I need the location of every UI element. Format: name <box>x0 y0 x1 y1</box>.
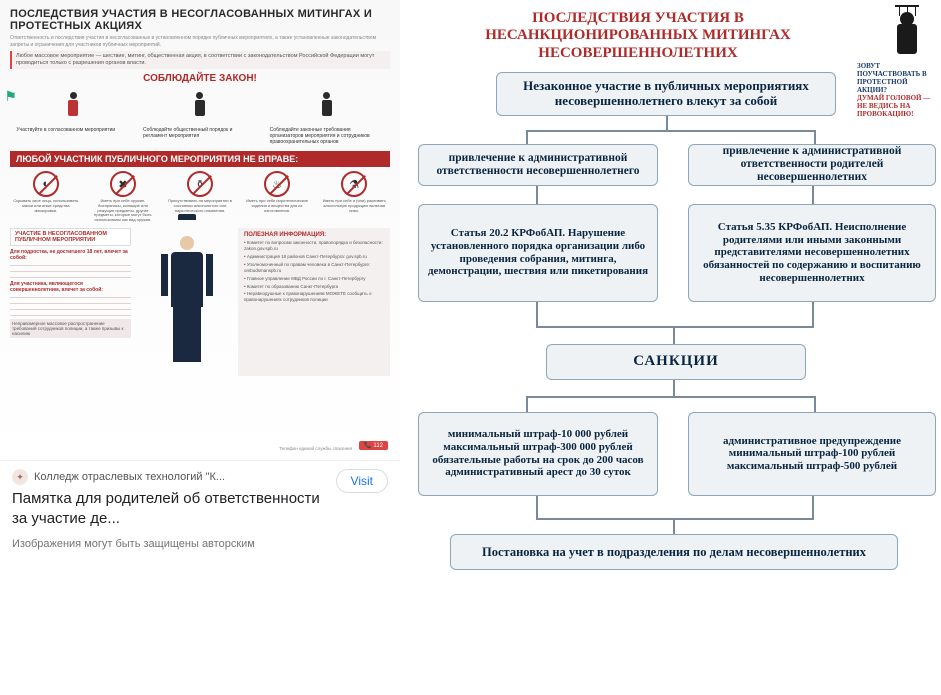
node-sanctions: САНКЦИИ <box>546 344 806 380</box>
bottom-section: УЧАСТИЕ В НЕСОГЛАСОВАННОМ ПУБЛИЧНОМ МЕРО… <box>10 228 390 376</box>
source-favicon-icon: ✦ <box>12 469 28 485</box>
flowchart: Незаконное участие в публичных мероприят… <box>406 72 935 672</box>
prohibitions-heading: ЛЮБОЙ УЧАСТНИК ПУБЛИЧНОГО МЕРОПРИЯТИЯ НЕ… <box>10 151 390 167</box>
left-poster-title: ПОСЛЕДСТВИЯ УЧАСТИЯ В НЕСОГЛАСОВАННЫХ МИ… <box>10 8 390 32</box>
prohibition-item: ♨Иметь при себе пиротехнические изделия … <box>243 171 311 222</box>
connector <box>526 130 816 132</box>
node-l1b: привлечение к административной ответстве… <box>688 144 936 186</box>
useful-bullet: Уполномоченный по правам человека в Санк… <box>244 262 384 274</box>
connector <box>536 326 814 328</box>
left-poster: ПОСЛЕДСТВИЯ УЧАСТИЯ В НЕСОГЛАСОВАННЫХ МИ… <box>0 0 400 460</box>
law-item: Соблюдайте общественный порядок и реглам… <box>143 88 257 146</box>
officer-figure <box>135 228 238 376</box>
connector <box>673 380 675 396</box>
pyro-ban-icon: ♨ <box>264 171 290 197</box>
drink-ban-icon: ⚗ <box>341 171 367 197</box>
visit-button[interactable]: Visit <box>336 469 388 493</box>
node-l3a: минимальный штраф-10 000 рублей максимал… <box>418 412 658 496</box>
connector <box>536 496 538 518</box>
connector <box>526 396 528 412</box>
mask-ban-icon: ◐ <box>33 171 59 197</box>
prohibition-item: ⚗Иметь при себе и (или) распивать алкого… <box>320 171 388 222</box>
prohibition-row: ◐Скрывать свое лицо, использовать маски … <box>10 171 390 222</box>
search-source: ✦ Колледж отраслевых технологий "К... <box>12 469 336 485</box>
prohibition-item: ◐Скрывать свое лицо, использовать маски … <box>12 171 80 222</box>
search-result-card[interactable]: Visit ✦ Колледж отраслевых технологий "К… <box>0 460 400 558</box>
left-panel: ПОСЛЕДСТВИЯ УЧАСТИЯ В НЕСОГЛАСОВАННЫХ МИ… <box>0 0 400 695</box>
node-l1a: привлечение к административной ответстве… <box>418 144 658 186</box>
connector <box>666 116 668 130</box>
source-name: Колледж отраслевых технологий "К... <box>34 471 225 483</box>
node-root: Незаконное участие в публичных мероприят… <box>496 72 836 116</box>
connector <box>814 396 816 412</box>
node-final: Постановка на учет в подразделения по де… <box>450 534 898 570</box>
connector <box>673 326 675 344</box>
useful-bullet: Администрация 18 районов Санкт-Петербург… <box>244 254 384 260</box>
adult-sub: Для участника, являющегося совершеннолет… <box>10 281 131 293</box>
useful-bullet: Комитет по вопросам законности, правопор… <box>244 240 384 252</box>
law-caption: Участвуйте в согласованном мероприятии <box>16 128 130 134</box>
left-poster-notice: Любое массовое мероприятие — шествие, ми… <box>10 51 390 69</box>
search-result-title[interactable]: Памятка для родителей об ответственности… <box>12 489 388 528</box>
connector <box>536 518 814 520</box>
useful-bullet: Неравнодушные к правонарушениям МОЖЕТЕ с… <box>244 291 384 303</box>
flowchart-title: ПОСЛЕДСТВИЯ УЧАСТИЯ В НЕСАНКЦИОНИРОВАННЫ… <box>406 10 935 62</box>
useful-bullet: Комитет по образованию Санкт-Петербурга <box>244 284 384 290</box>
useful-info-column: ПОЛЕЗНАЯ ИНФОРМАЦИЯ: Комитет по вопросам… <box>238 228 390 376</box>
connector <box>673 518 675 534</box>
useful-info-title: ПОЛЕЗНАЯ ИНФОРМАЦИЯ: <box>244 232 384 238</box>
weapon-ban-icon: ✖ <box>110 171 136 197</box>
connector <box>536 186 538 204</box>
flag-icon: ⚑ <box>4 88 17 105</box>
participation-column: УЧАСТИЕ В НЕСОГЛАСОВАННОМ ПУБЛИЧНОМ МЕРО… <box>10 228 135 376</box>
tel-badge: 📞 112 <box>359 441 388 450</box>
law-item: ⚑ Участвуйте в согласованном мероприятии <box>16 88 130 146</box>
minor-sub: Для подростка, не достигшего 18 лет, вле… <box>10 249 131 261</box>
node-l2a: Статья 20.2 КРФобАП. Нарушение установле… <box>418 204 658 302</box>
connector <box>812 302 814 326</box>
connector <box>536 302 538 326</box>
law-caption: Соблюдайте общественный порядок и реглам… <box>143 128 257 140</box>
prohibition-item: ⚱Присутствовать на мероприятии в состоян… <box>166 171 234 222</box>
puppet-icon <box>887 6 927 62</box>
note-box: Неправомерное массовое распространение т… <box>10 319 131 338</box>
participation-title: УЧАСТИЕ В НЕСОГЛАСОВАННОМ ПУБЛИЧНОМ МЕРО… <box>10 228 131 246</box>
connector <box>812 186 814 204</box>
law-caption: Соблюдайте законные требования организат… <box>270 128 384 145</box>
left-poster-intro: Ответственность и последствия участия в … <box>10 35 390 48</box>
tel-label: Телефон единой службы спасения <box>279 446 352 451</box>
prohibition-item: ✖Иметь при себе оружие, боеприпасы, колю… <box>89 171 157 222</box>
copyright-notice: Изображения могут быть защищены авторски… <box>12 538 388 550</box>
connector <box>526 130 528 144</box>
node-l3b: административное предупреждение минималь… <box>688 412 936 496</box>
law-icons-row: ⚑ Участвуйте в согласованном мероприятии… <box>10 88 390 146</box>
connector <box>526 396 816 398</box>
useful-bullet: Главное управление МВД России по г. Санк… <box>244 276 384 282</box>
connector <box>814 130 816 144</box>
law-item: Соблюдайте законные требования организат… <box>270 88 384 146</box>
right-flowchart-panel: ПОСЛЕДСТВИЯ УЧАСТИЯ В НЕСАНКЦИОНИРОВАННЫ… <box>400 0 941 695</box>
connector <box>812 496 814 518</box>
node-l2b: Статья 5.35 КРФобАП. Неисполнение родите… <box>688 204 936 302</box>
obey-law-heading: СОБЛЮДАЙТЕ ЗАКОН! <box>10 73 390 84</box>
alcohol-ban-icon: ⚱ <box>187 171 213 197</box>
